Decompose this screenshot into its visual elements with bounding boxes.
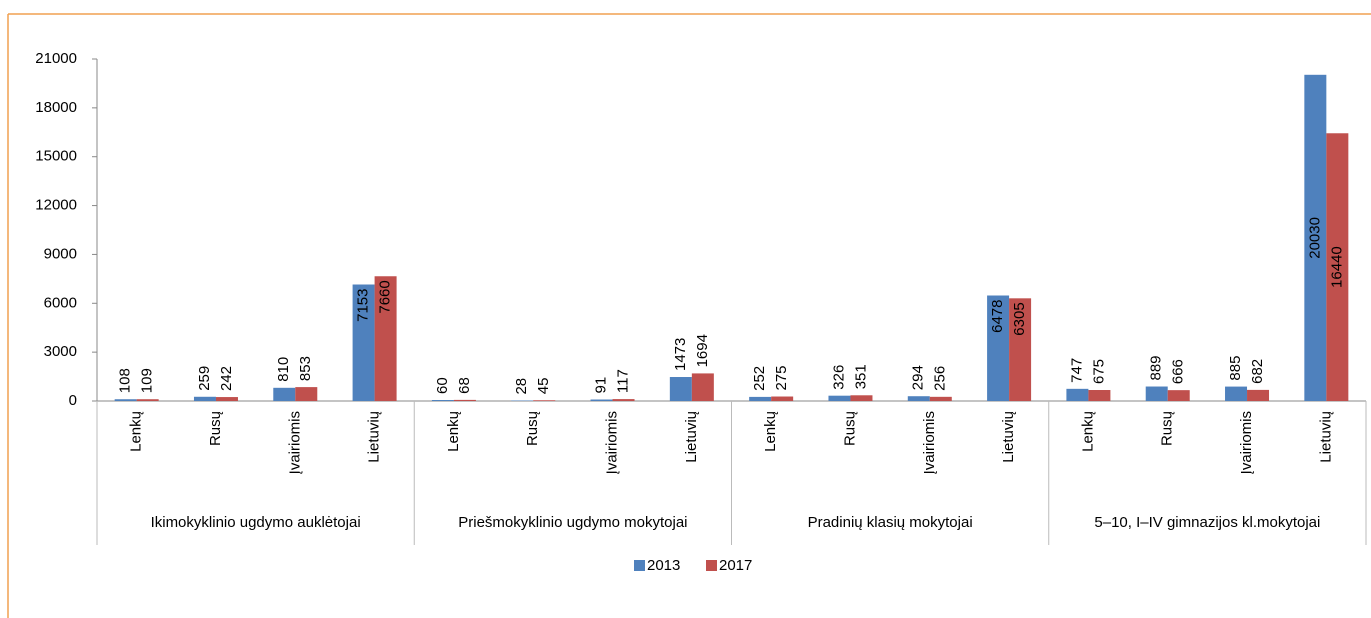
bar [828,395,851,401]
data-label: 675 [1090,359,1107,384]
bar [193,396,216,401]
x-tick-label: Rusų [1159,411,1176,446]
data-label: 682 [1249,359,1266,384]
x-tick-label: Rusų [841,411,858,446]
data-label: 20030 [1306,217,1323,259]
bar [850,395,873,401]
data-label: 1694 [694,334,711,367]
legend-label: 2013 [647,557,680,574]
y-tick-label: 3000 [44,343,77,360]
bar [215,397,238,401]
x-tick-label: Rusų [524,411,541,446]
data-label: 326 [830,365,847,390]
bar [590,399,613,401]
bar [929,396,952,401]
x-tick-label: Lenkų [1079,411,1096,452]
bar [136,399,159,401]
x-tick-label: Lietuvių [1000,411,1017,463]
legend-swatch [634,560,645,571]
data-label: 810 [275,357,292,382]
data-label: 294 [910,365,927,390]
y-tick-label: 0 [69,392,77,409]
y-tick-label: 21000 [35,50,77,67]
bar [1145,386,1168,401]
data-label: 252 [751,366,768,391]
bar [749,396,772,401]
bar [273,387,296,401]
group-label: 5–10, I–IV gimnazijos kl.mokytojai [1094,514,1320,531]
bar [1326,133,1349,401]
x-tick-label: Įvairiomis [1238,411,1255,474]
data-label: 91 [593,377,610,394]
data-label: 6478 [989,300,1006,333]
group-label: Ikimokyklinio ugdymo auklėtojai [151,514,361,531]
data-label: 351 [852,364,869,389]
x-tick-label: Lietuvių [1317,411,1334,463]
x-tick-label: Įvairiomis [921,411,938,474]
bar [669,377,692,401]
bar [374,276,397,401]
y-tick-label: 12000 [35,197,77,214]
x-tick-label: Įvairiomis [286,411,303,474]
bar [987,295,1010,401]
group-label: Pradinių klasių mokytojai [808,514,973,531]
data-label: 60 [434,377,451,394]
bar [533,400,556,401]
bar [1304,74,1327,401]
bar [295,387,318,401]
bar [907,396,930,401]
data-label: 117 [615,369,632,393]
data-label: 259 [196,366,213,391]
x-tick-label: Įvairiomis [604,411,621,474]
data-label: 242 [218,366,235,391]
data-label: 68 [456,377,473,394]
bar [1066,388,1089,401]
data-label: 28 [513,378,530,395]
legend-swatch [706,560,717,571]
bar [1225,386,1248,401]
data-label: 747 [1068,358,1085,383]
x-tick-label: Lenkų [445,411,462,452]
bar [612,399,635,401]
x-tick-label: Lenkų [762,411,779,452]
y-tick-label: 6000 [44,294,77,311]
data-label: 7660 [377,280,394,313]
data-label: 109 [139,368,156,393]
bar [1247,389,1270,401]
bar [453,399,476,401]
y-tick-label: 15000 [35,148,77,165]
bar [691,373,714,401]
data-label: 666 [1170,359,1187,384]
x-tick-label: Lenkų [128,411,145,452]
bar [1167,390,1190,401]
x-tick-label: Lietuvių [683,411,700,463]
legend-label: 2017 [719,557,752,574]
data-label: 108 [117,368,134,393]
data-label: 6305 [1011,302,1028,335]
data-label: 889 [1148,355,1165,380]
group-label: Priešmokyklinio ugdymo mokytojai [458,514,687,531]
bar [1088,390,1111,401]
bar [352,284,375,401]
data-label: 16440 [1328,246,1345,288]
x-tick-label: Lietuvių [366,411,383,463]
y-tick-label: 9000 [44,245,77,262]
data-label: 256 [932,366,949,391]
data-label: 885 [1227,356,1244,381]
data-label: 275 [773,365,790,390]
x-tick-label: Rusų [207,411,224,446]
data-label: 853 [297,356,314,381]
data-label: 7153 [355,289,372,322]
bar [431,400,454,401]
bar [114,399,137,401]
data-label: 45 [535,378,552,395]
bar [1009,298,1032,401]
y-tick-label: 18000 [35,99,77,116]
bar [771,396,794,401]
data-label: 1473 [672,338,689,371]
